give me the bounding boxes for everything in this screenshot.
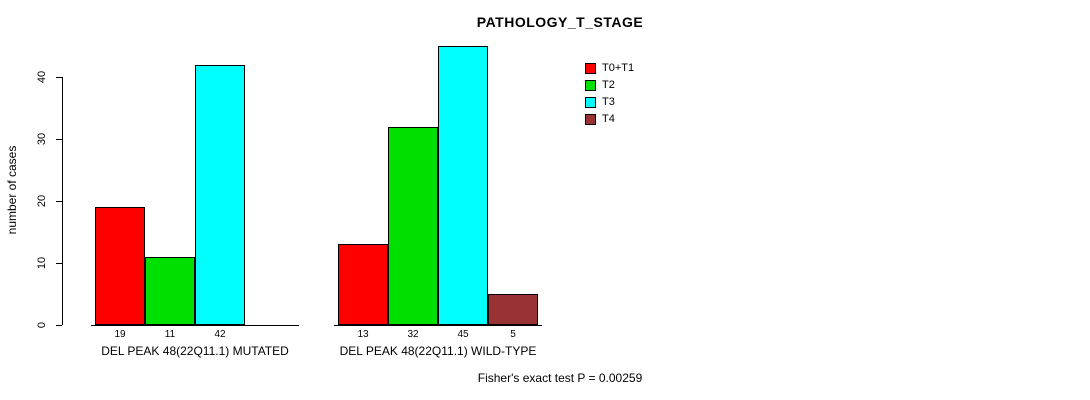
chart-title: PATHOLOGY_T_STAGE bbox=[476, 14, 644, 30]
legend: T0+T1 T2 T3 T4 bbox=[585, 62, 634, 130]
group-label: DEL PEAK 48(22Q11.1) MUTATED bbox=[101, 344, 289, 358]
bar-value-label: 32 bbox=[407, 329, 419, 340]
y-axis-tick-label: 0 bbox=[36, 321, 48, 329]
y-axis-tick bbox=[56, 325, 62, 326]
legend-swatch bbox=[585, 80, 596, 91]
group-label: DEL PEAK 48(22Q11.1) WILD-TYPE bbox=[339, 344, 537, 358]
legend-swatch bbox=[585, 97, 596, 108]
bar-value-label: 11 bbox=[164, 329, 176, 340]
y-axis-tick bbox=[56, 139, 62, 140]
y-axis-line bbox=[62, 77, 63, 325]
legend-label: T0+T1 bbox=[602, 62, 635, 74]
bar-value-label: 13 bbox=[357, 329, 369, 340]
y-axis-tick bbox=[56, 263, 62, 264]
bar bbox=[388, 126, 438, 325]
bar bbox=[145, 256, 195, 325]
y-axis-tick-label: 10 bbox=[36, 256, 48, 270]
bar bbox=[438, 46, 488, 325]
bar bbox=[338, 244, 388, 325]
legend-item: T2 bbox=[585, 79, 634, 92]
bar-value-label: 5 bbox=[510, 329, 516, 340]
legend-swatch bbox=[585, 114, 596, 125]
y-axis-tick-label: 30 bbox=[36, 132, 48, 146]
legend-item: T4 bbox=[585, 113, 634, 126]
y-axis-tick bbox=[56, 77, 62, 78]
bar-value-label: 42 bbox=[214, 329, 226, 340]
legend-label: T2 bbox=[602, 79, 615, 91]
legend-item: T0+T1 bbox=[585, 62, 634, 75]
footnote-text: Fisher's exact test P = 0.00259 bbox=[477, 371, 643, 385]
legend-item: T3 bbox=[585, 96, 634, 109]
y-axis-tick bbox=[56, 201, 62, 202]
legend-label: T3 bbox=[602, 96, 615, 108]
bar-value-label: 45 bbox=[457, 329, 469, 340]
y-axis-label: number of cases bbox=[5, 145, 19, 235]
legend-label: T4 bbox=[602, 113, 615, 125]
y-axis-tick-label: 40 bbox=[36, 70, 48, 84]
bar bbox=[95, 207, 145, 325]
legend-swatch bbox=[585, 63, 596, 74]
x-axis-baseline bbox=[91, 325, 299, 326]
bar bbox=[195, 64, 245, 325]
bar bbox=[488, 294, 538, 325]
bar-value-label: 19 bbox=[114, 329, 126, 340]
y-axis-tick-label: 20 bbox=[36, 194, 48, 208]
x-axis-baseline bbox=[334, 325, 542, 326]
